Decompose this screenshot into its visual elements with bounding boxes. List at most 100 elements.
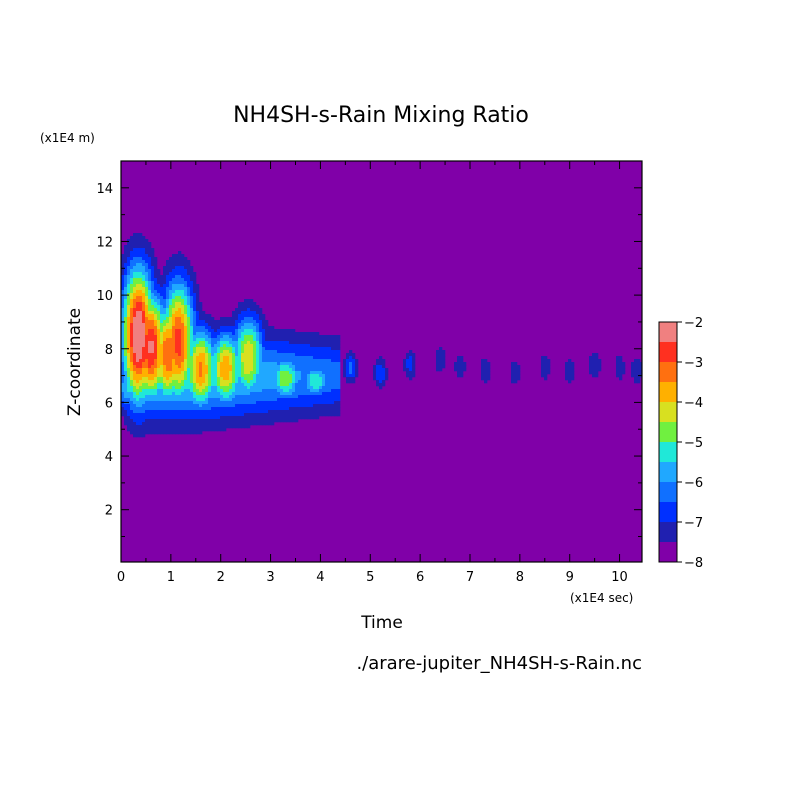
contour-cell (322, 365, 326, 369)
contour-cell (331, 392, 335, 396)
contour-cell (259, 395, 263, 399)
contour-cell (157, 362, 161, 366)
contour-cell (211, 362, 215, 366)
contour-cell (139, 311, 143, 315)
contour-cell (154, 314, 158, 318)
contour-cell (253, 335, 257, 339)
contour-cell (229, 386, 233, 390)
colorbar: −8−7−6−5−4−3−2 (658, 316, 703, 571)
contour-cell (253, 407, 257, 411)
contour-cell (310, 389, 314, 393)
contour-cell (322, 389, 326, 393)
contour-cell (220, 317, 224, 321)
contour-cell (133, 332, 137, 336)
contour-cell (244, 317, 248, 321)
contour-cell (154, 302, 158, 306)
contour-cell (127, 425, 131, 429)
contour-cell (265, 350, 269, 354)
contour-cell (337, 371, 341, 375)
contour-cell (286, 368, 290, 372)
contour-cell (130, 320, 134, 324)
contour-cell (157, 365, 161, 369)
contour-cell (172, 281, 176, 285)
contour-cell (310, 401, 314, 405)
contour-cell (139, 293, 143, 297)
contour-cell (589, 365, 593, 369)
contour-cell (316, 398, 320, 402)
contour-cell (151, 341, 155, 345)
contour-cell (157, 311, 161, 315)
contour-cell (238, 413, 242, 417)
contour-cell (148, 308, 152, 312)
contour-cell (130, 266, 134, 270)
contour-cell (217, 335, 221, 339)
contour-cell (325, 395, 329, 399)
contour-cell (178, 347, 182, 351)
contour-cell (229, 419, 233, 423)
contour-cell (307, 404, 311, 408)
contour-cell (127, 263, 131, 267)
contour-cell (241, 320, 245, 324)
contour-cell (541, 362, 545, 366)
contour-cell (637, 368, 641, 372)
contour-cell (208, 389, 212, 393)
contour-cell (253, 305, 257, 309)
contour-cell (262, 356, 266, 360)
contour-cell (295, 341, 299, 345)
contour-cell (283, 362, 287, 366)
contour-cell (226, 365, 230, 369)
contour-cell (235, 383, 239, 387)
contour-cell (166, 284, 170, 288)
contour-cell (163, 266, 167, 270)
contour-cell (136, 416, 140, 420)
contour-cell (253, 317, 257, 321)
contour-cell (514, 377, 518, 381)
contour-cell (196, 428, 200, 432)
contour-cell (130, 428, 134, 432)
contour-cell (199, 407, 203, 411)
contour-cell (133, 245, 137, 249)
contour-cell (154, 365, 158, 369)
contour-cell (595, 356, 599, 360)
contour-cell (208, 425, 212, 429)
contour-cell (142, 362, 146, 366)
contour-cell (130, 296, 134, 300)
contour-cell (268, 344, 272, 348)
contour-cell (208, 401, 212, 405)
contour-cell (289, 380, 293, 384)
source-filename: ./arare-jupiter_NH4SH-s-Rain.nc (356, 653, 642, 674)
contour-cell (133, 302, 137, 306)
contour-cell (355, 359, 359, 363)
contour-cell (193, 392, 197, 396)
contour-cell (316, 368, 320, 372)
contour-cell (142, 281, 146, 285)
contour-cell (325, 371, 329, 375)
contour-cell (256, 347, 260, 351)
contour-cell (187, 362, 191, 366)
contour-cell (298, 401, 302, 405)
contour-cell (187, 338, 191, 342)
contour-cell (190, 278, 194, 282)
contour-cell (319, 395, 323, 399)
contour-cell (217, 413, 221, 417)
contour-cell (265, 347, 269, 351)
contour-cell (319, 413, 323, 417)
contour-cell (142, 278, 146, 282)
contour-cell (241, 413, 245, 417)
contour-cell (406, 374, 410, 378)
contour-cell (244, 401, 248, 405)
contour-cell (193, 389, 197, 393)
contour-cell (298, 371, 302, 375)
contour-cell (127, 317, 131, 321)
contour-cell (127, 269, 131, 273)
contour-cell (280, 353, 284, 357)
contour-cell (217, 377, 221, 381)
contour-cell (139, 329, 143, 333)
contour-cell (193, 323, 197, 327)
contour-cell (178, 365, 182, 369)
contour-cell (262, 410, 266, 414)
contour-cell (409, 377, 413, 381)
contour-cell (319, 368, 323, 372)
contour-cell (133, 413, 137, 417)
contour-cell (169, 314, 173, 318)
